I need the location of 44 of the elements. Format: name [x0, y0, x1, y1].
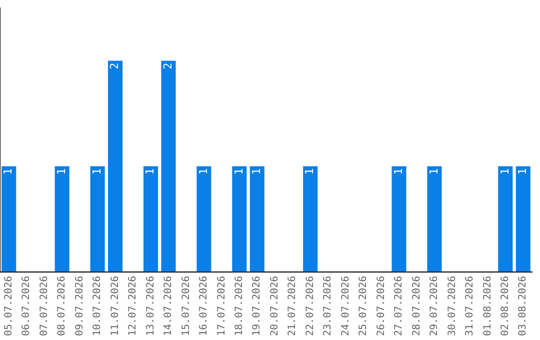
- x-tick-label: 31.07.2026: [464, 276, 476, 336]
- data-label: 1: [392, 168, 405, 175]
- x-tick-label: 24.07.2026: [340, 276, 352, 336]
- data-label: 1: [516, 168, 529, 175]
- data-label: 1: [427, 168, 440, 175]
- data-label: 1: [196, 168, 210, 175]
- x-tick-label: 18.07.2026: [234, 276, 245, 336]
- data-label: 2: [108, 62, 122, 70]
- data-label: 1: [2, 168, 15, 175]
- data-label: 1: [90, 168, 104, 175]
- x-tick-label: 17.07.2026: [216, 276, 228, 336]
- x-tick-label: 14.07.2026: [163, 276, 174, 336]
- x-tick-label: 10.07.2026: [92, 276, 104, 336]
- x-tick-label: 01.08.2026: [482, 276, 494, 336]
- x-tick-label: 28.07.2026: [411, 276, 422, 336]
- x-tick-label: 07.07.2026: [38, 276, 50, 336]
- x-tick-label: 05.07.2026: [3, 276, 14, 336]
- x-tick-label: 27.07.2026: [394, 276, 405, 336]
- x-tick-label: 06.07.2026: [21, 276, 32, 336]
- x-tick-label: 16.07.2026: [198, 276, 210, 336]
- x-tick-label: 19.07.2026: [252, 276, 263, 336]
- x-tick-label: 22.07.2026: [304, 276, 316, 336]
- x-tick-label: 15.07.2026: [180, 276, 192, 336]
- x-tick-label: 26.07.2026: [376, 276, 387, 336]
- x-tick-label: 12.07.2026: [128, 276, 139, 336]
- data-label: 1: [498, 168, 512, 175]
- data-label: 1: [303, 168, 316, 175]
- x-tick-label: 03.08.2026: [518, 276, 529, 336]
- x-tick-label: 13.07.2026: [145, 276, 156, 336]
- data-label: 2: [161, 62, 174, 70]
- x-tick-label: 08.07.2026: [56, 276, 68, 336]
- x-tick-label: 25.07.2026: [358, 276, 370, 336]
- x-tick-label: 09.07.2026: [74, 276, 86, 336]
- x-tick-label: 20.07.2026: [269, 276, 280, 336]
- x-tick-label: 11.07.2026: [110, 276, 121, 336]
- x-tick-label: 21.07.2026: [287, 276, 298, 336]
- data-label: 1: [250, 168, 263, 175]
- x-tick-label: 30.07.2026: [446, 276, 458, 336]
- x-tick-label: 29.07.2026: [429, 276, 440, 336]
- data-label: 1: [144, 168, 157, 175]
- x-tick-label: 02.08.2026: [500, 276, 511, 336]
- data-label: 1: [54, 168, 68, 175]
- x-tick-label: 23.07.2026: [322, 276, 334, 336]
- data-label: 1: [232, 168, 246, 175]
